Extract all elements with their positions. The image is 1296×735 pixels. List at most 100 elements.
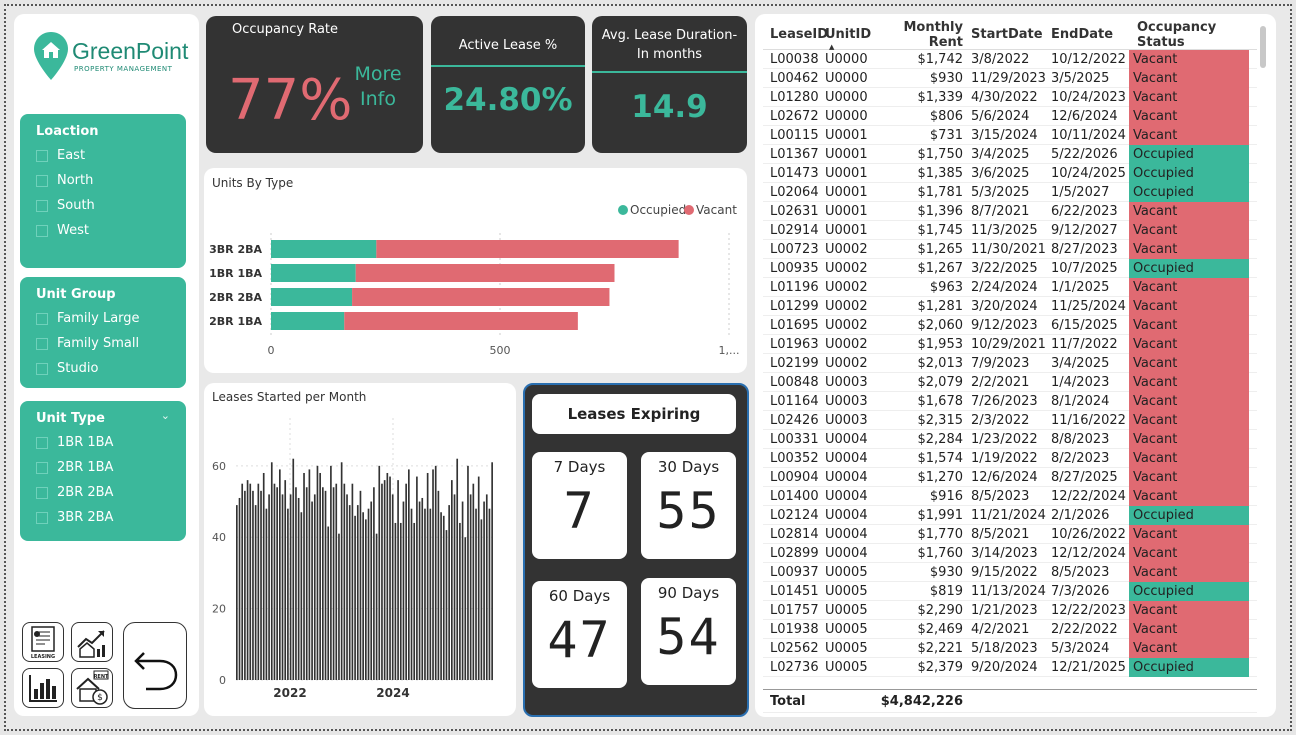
table-row[interactable]: L00848 U0003 $2,079 2/2/2021 1/4/2023 Vacant [763, 372, 1257, 392]
option-label: West [57, 223, 89, 238]
table-cell: U0000 [825, 70, 868, 86]
table-row[interactable]: L02064 U0001 $1,781 5/3/2025 1/5/2027 Occupie… [763, 182, 1257, 202]
bar [257, 483, 260, 680]
column-header[interactable]: UnitID ▲ [825, 27, 875, 51]
bar [410, 508, 413, 680]
y-tick-label: 60 [212, 460, 226, 473]
slicer-option-3br-2ba[interactable]: 3BR 2BA [20, 505, 186, 530]
table-cell: Occupied [1129, 182, 1249, 202]
table-row[interactable]: L02562 U0005 $2,221 5/18/2023 5/3/2024 Vacant [763, 638, 1257, 658]
back-button[interactable] [123, 622, 187, 709]
table-cell: $1,745 [917, 222, 964, 238]
table-cell: Vacant [1129, 562, 1249, 582]
bar [453, 494, 456, 680]
table-row[interactable]: L01963 U0002 $1,953 10/29/2021 11/7/2022 Vaca… [763, 334, 1257, 354]
table-row[interactable]: L01451 U0005 $819 11/13/2024 7/3/2026 Occupie… [763, 581, 1257, 601]
table-row[interactable]: L00038 U0000 $1,742 3/8/2022 10/12/2022 Vacan… [763, 50, 1257, 69]
slicer-option-1br-1ba[interactable]: 1BR 1BA [20, 430, 186, 455]
table-row[interactable]: L02672 U0000 $806 5/6/2024 12/6/2024 Vacant [763, 106, 1257, 126]
table-row[interactable]: L00904 U0004 $1,270 12/6/2024 8/27/2025 Vacan… [763, 467, 1257, 487]
checkbox[interactable] [36, 511, 48, 524]
table-cell: L00937 [770, 564, 819, 580]
table-row[interactable]: L00331 U0004 $2,284 1/23/2022 8/8/2023 Vacant [763, 429, 1257, 449]
expiring-label: 7 Days [553, 458, 606, 476]
charts-nav-button[interactable] [22, 668, 64, 708]
more-info-link[interactable]: More Info [354, 63, 402, 110]
rent-nav-button[interactable]: RENT $ [71, 668, 113, 708]
checkbox[interactable] [36, 436, 48, 449]
property-growth-nav-button[interactable] [71, 622, 113, 662]
table-row[interactable]: L01938 U0005 $2,469 4/2/2021 2/22/2022 Vacant [763, 619, 1257, 639]
slicer-option-2br-1ba[interactable]: 2BR 1BA [20, 455, 186, 480]
table-row[interactable]: L01299 U0002 $1,281 3/20/2024 11/25/2024 Vaca… [763, 296, 1257, 316]
table-cell: 11/21/2024 [971, 507, 1046, 523]
bar [260, 490, 262, 680]
column-header[interactable]: LeaseID [770, 27, 829, 42]
leasing-nav-button[interactable]: LEASING [22, 622, 64, 662]
slicer-option-north[interactable]: North [20, 168, 186, 193]
checkbox[interactable] [36, 199, 48, 212]
table-cell: 10/26/2022 [1051, 526, 1126, 542]
table-row[interactable]: L02631 U0001 $1,396 8/7/2021 6/22/2023 Vacant [763, 201, 1257, 221]
column-header[interactable]: EndDate [1051, 27, 1114, 42]
checkbox[interactable] [36, 362, 48, 375]
table-row[interactable]: L00937 U0005 $930 9/15/2022 8/5/2023 Vacant [763, 562, 1257, 582]
table-row[interactable]: L00462 U0000 $930 11/29/2023 3/5/2025 Vacant [763, 68, 1257, 88]
bar [375, 533, 378, 680]
bar [300, 512, 303, 680]
checkbox[interactable] [36, 174, 48, 187]
table-row[interactable]: L02814 U0004 $1,770 8/5/2021 10/26/2022 Vacan… [763, 524, 1257, 544]
checkbox[interactable] [36, 312, 48, 325]
table-row[interactable]: L00352 U0004 $1,574 1/19/2022 8/2/2023 Vacant [763, 448, 1257, 468]
table-row[interactable]: L02124 U0004 $1,991 11/21/2024 2/1/2026 Occup… [763, 505, 1257, 525]
bar [378, 465, 381, 680]
chevron-down-icon[interactable]: ⌄ [160, 409, 170, 422]
table-cell: $1,770 [917, 526, 964, 542]
table-row[interactable]: L01280 U0000 $1,339 4/30/2022 10/24/2023 Vaca… [763, 87, 1257, 107]
table-row[interactable]: L01400 U0004 $916 8/5/2023 12/22/2024 Vacant [763, 486, 1257, 506]
slicer-option-family-large[interactable]: Family Large [20, 306, 186, 331]
table-row[interactable]: L01196 U0002 $963 2/24/2024 1/1/2025 Vacant [763, 277, 1257, 297]
table-row[interactable]: L01695 U0002 $2,060 9/12/2023 6/15/2025 Vacan… [763, 315, 1257, 335]
table-row[interactable]: L02426 U0003 $2,315 2/3/2022 11/16/2022 Vacan… [763, 410, 1257, 430]
table-cell: L02124 [770, 507, 819, 523]
chart-title: Units By Type [212, 176, 294, 190]
table-row[interactable]: L00935 U0002 $1,267 3/22/2025 10/7/2025 Occup… [763, 258, 1257, 278]
table-cell: 5/22/2026 [1051, 146, 1118, 162]
checkbox[interactable] [36, 149, 48, 162]
column-header[interactable]: StartDate [971, 27, 1043, 42]
table-row[interactable]: L01473 U0001 $1,385 3/6/2025 10/24/2025 Occup… [763, 163, 1257, 183]
slicer-option-2br-2ba[interactable]: 2BR 2BA [20, 480, 186, 505]
slicer-option-family-small[interactable]: Family Small [20, 331, 186, 356]
table-row[interactable]: L02199 U0002 $2,013 7/9/2023 3/4/2025 Vacant [763, 353, 1257, 373]
table-cell: $2,290 [917, 602, 964, 618]
bar [249, 483, 252, 680]
slicer-option-east[interactable]: East [20, 143, 186, 168]
table-row[interactable]: L01367 U0001 $1,750 3/4/2025 5/22/2026 Occupi… [763, 144, 1257, 164]
slicer-option-south[interactable]: South [20, 193, 186, 218]
table-row[interactable]: L00723 U0002 $1,265 11/30/2021 8/27/2023 Vaca… [763, 239, 1257, 259]
checkbox[interactable] [36, 337, 48, 350]
table-row[interactable]: L02899 U0004 $1,760 3/14/2023 12/12/2024 Vaca… [763, 543, 1257, 563]
option-label: North [57, 173, 94, 188]
column-header[interactable]: Monthly Rent [903, 19, 963, 50]
table-cell: $1,574 [917, 450, 964, 466]
table-row[interactable]: L00115 U0001 $731 3/15/2024 10/11/2024 Vacant [763, 125, 1257, 145]
table-cell: Vacant [1129, 220, 1249, 240]
table-row[interactable]: L01164 U0003 $1,678 7/26/2023 8/1/2024 Vacant [763, 391, 1257, 411]
slicer-option-studio[interactable]: Studio [20, 356, 186, 381]
column-header[interactable]: Occupancy Status [1137, 19, 1217, 50]
bar [295, 487, 297, 680]
checkbox[interactable] [36, 461, 48, 474]
table-row[interactable]: L01757 U0005 $2,290 1/21/2023 12/22/2023 Vaca… [763, 600, 1257, 620]
table-cell: 3/6/2025 [971, 165, 1030, 181]
table-row[interactable]: L02914 U0001 $1,745 11/3/2025 9/12/2027 Vacan… [763, 220, 1257, 240]
bar [279, 469, 281, 680]
table-cell: U0005 [825, 602, 868, 618]
table-row[interactable]: L02736 U0005 $2,379 9/20/2024 12/21/2025 Occu… [763, 657, 1257, 677]
table-scrollbar[interactable] [1260, 26, 1266, 68]
checkbox[interactable] [36, 224, 48, 237]
table-cell: Vacant [1129, 87, 1249, 107]
checkbox[interactable] [36, 486, 48, 499]
slicer-option-west[interactable]: West [20, 218, 186, 243]
